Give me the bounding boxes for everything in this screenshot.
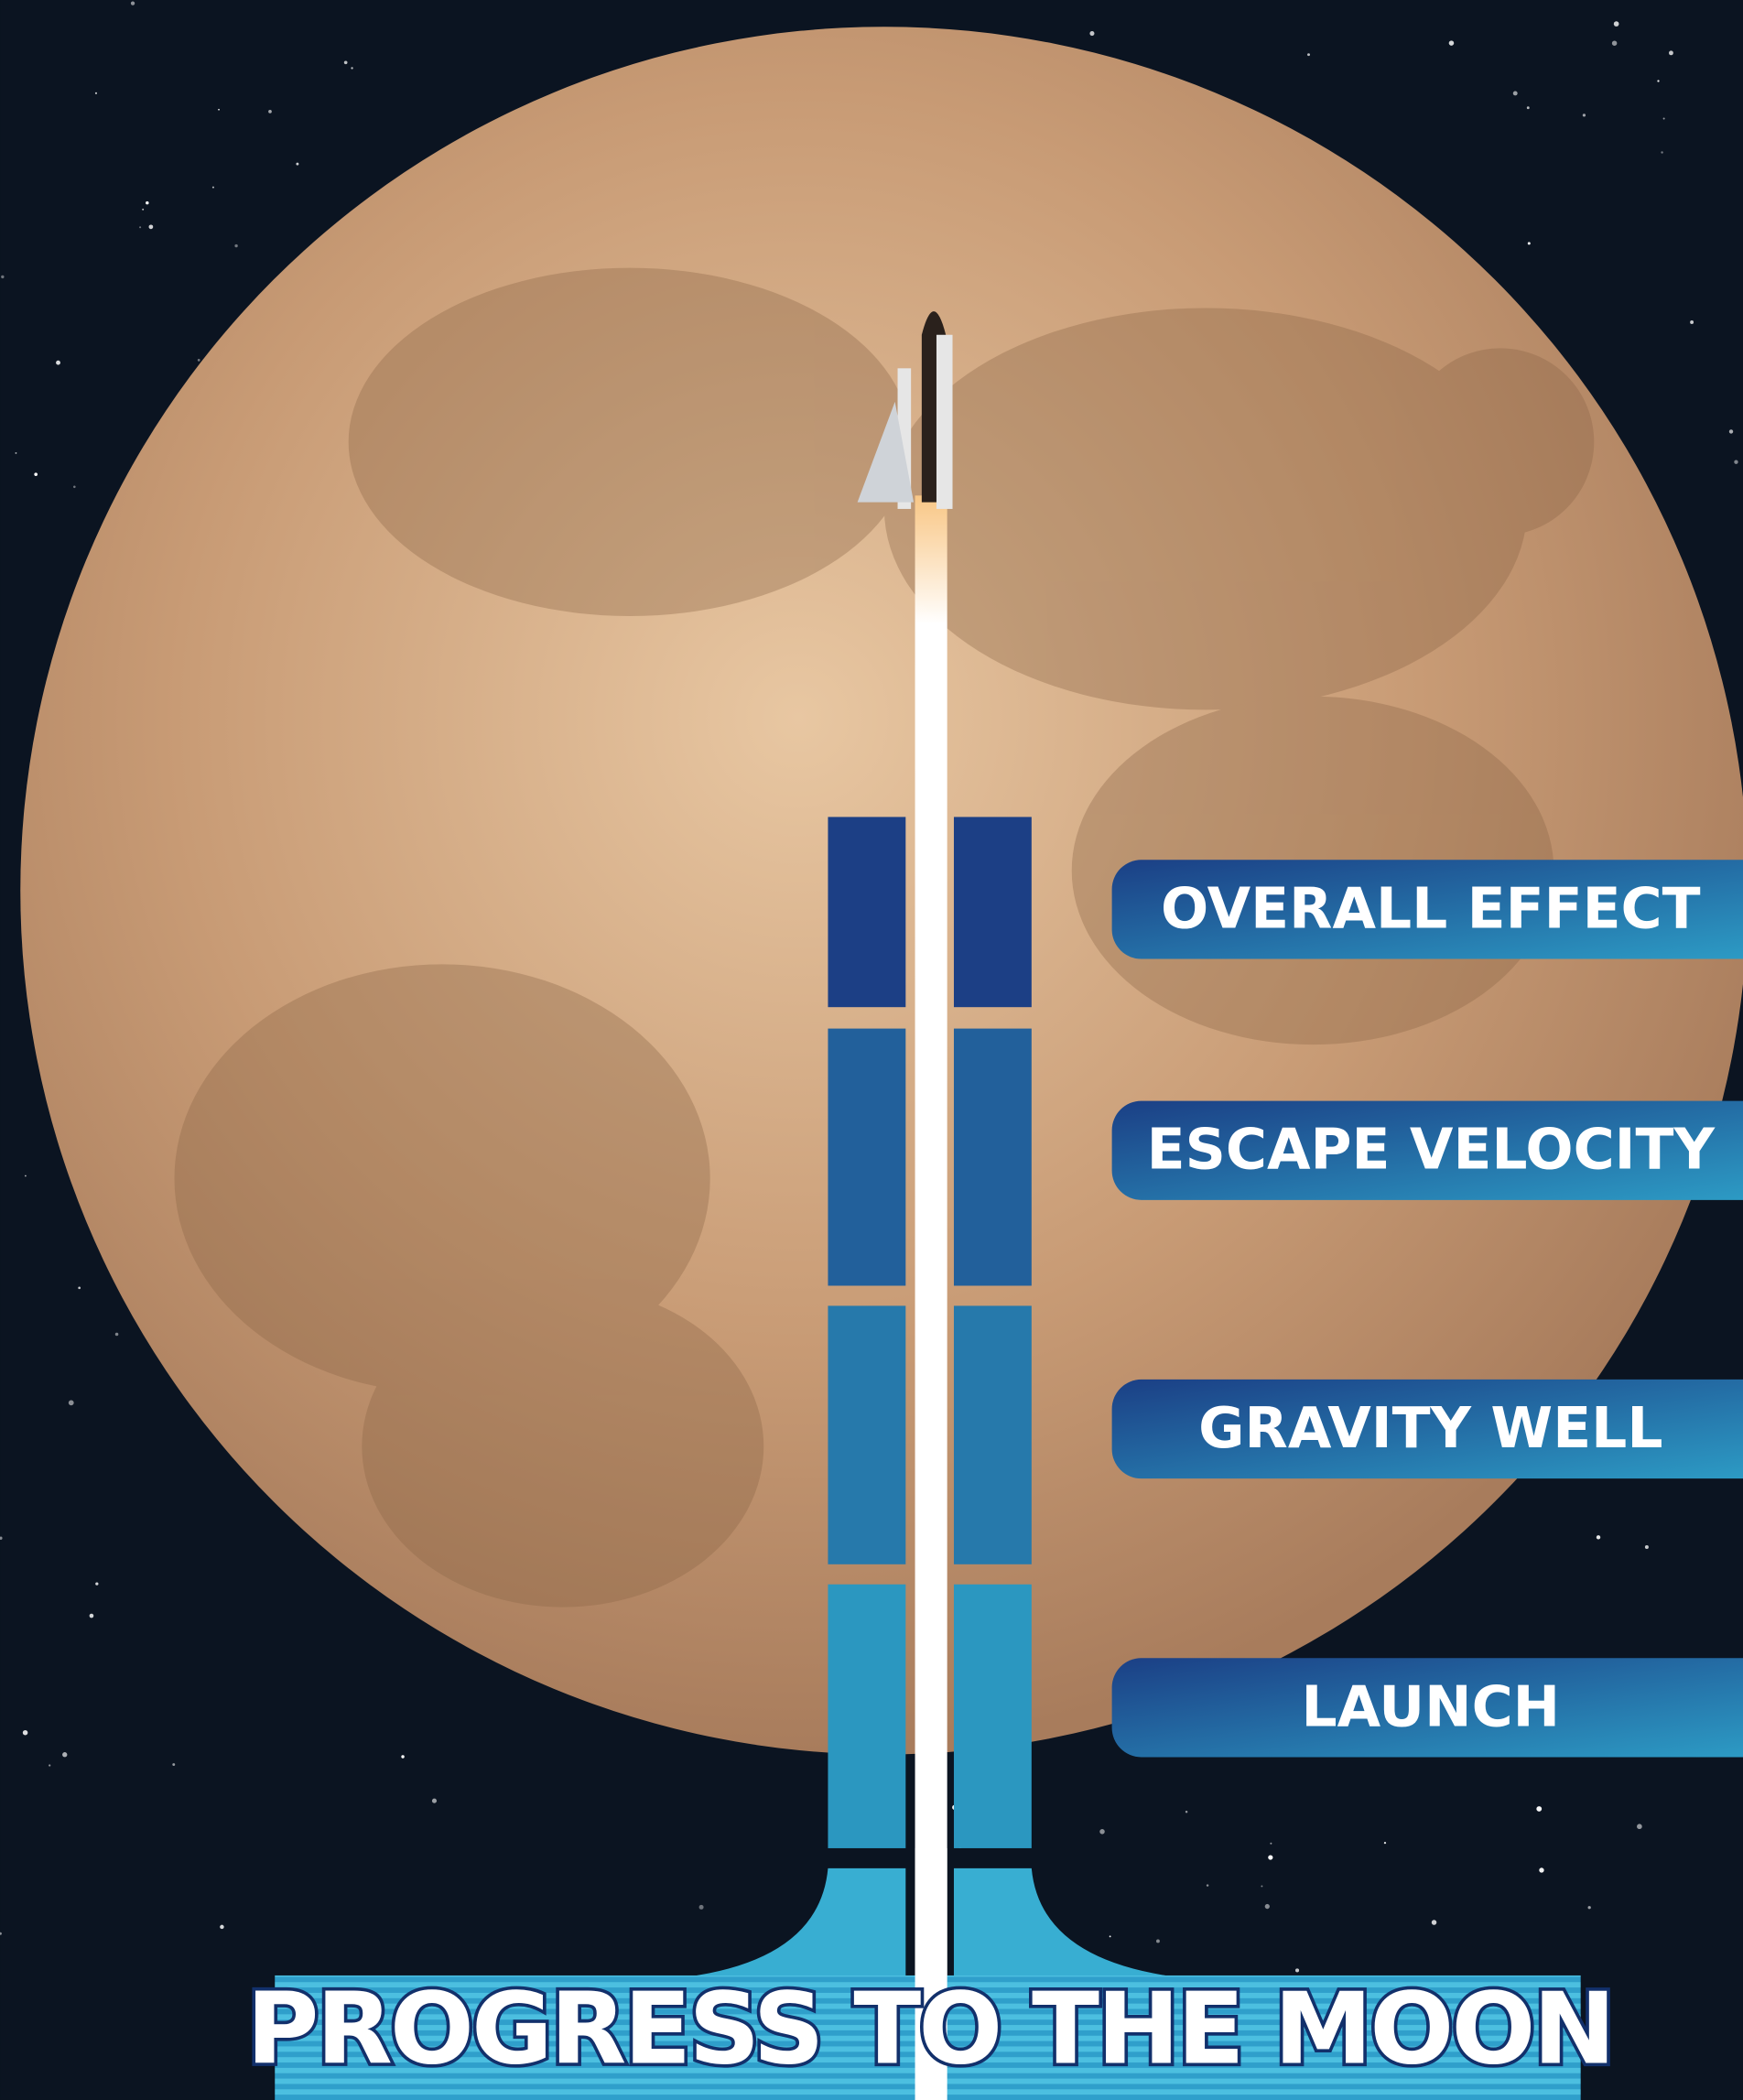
star	[62, 1752, 67, 1757]
stage-label: LAUNCH	[1301, 1674, 1560, 1739]
stage-label: GRAVITY WELL	[1198, 1396, 1662, 1461]
star	[1637, 1824, 1642, 1829]
star	[699, 1905, 704, 1910]
star	[234, 244, 237, 247]
infographic: OVERALL EFFECT ESCAPE VELOCITY GRAVITY WEL…	[0, 0, 1743, 2100]
star	[1657, 80, 1659, 81]
star	[198, 359, 200, 362]
star	[146, 201, 148, 204]
star	[1089, 31, 1094, 36]
star	[1185, 1811, 1187, 1813]
star	[1268, 1855, 1272, 1859]
star	[432, 1799, 437, 1803]
star	[296, 163, 298, 166]
star	[1734, 460, 1738, 464]
star	[1597, 1535, 1600, 1539]
star	[56, 361, 60, 365]
star	[1207, 1884, 1208, 1886]
star	[131, 1, 135, 5]
star	[1265, 1904, 1270, 1909]
block	[954, 1029, 1032, 1286]
star	[1307, 53, 1310, 56]
star	[1729, 429, 1733, 433]
star	[49, 1764, 50, 1766]
star	[1, 276, 4, 278]
star	[1669, 50, 1673, 55]
star	[25, 1175, 27, 1177]
star	[95, 1582, 98, 1585]
star	[1449, 40, 1454, 45]
star	[1690, 320, 1694, 324]
block	[954, 1585, 1032, 1848]
title: PROGRESS TO THE MOON	[246, 1972, 1613, 2087]
star	[212, 187, 214, 189]
star	[1384, 1842, 1386, 1844]
star	[90, 1614, 94, 1618]
star	[1536, 1806, 1542, 1812]
star	[73, 486, 76, 489]
star	[1099, 1829, 1105, 1835]
block	[828, 1305, 905, 1564]
star	[95, 92, 97, 94]
block	[828, 817, 905, 1007]
star	[1261, 1886, 1262, 1888]
star	[23, 1730, 27, 1735]
star	[1612, 40, 1617, 45]
star	[218, 109, 220, 111]
star	[1645, 1545, 1649, 1549]
star	[69, 1400, 74, 1405]
star	[139, 226, 141, 228]
star	[142, 209, 144, 211]
star	[15, 452, 16, 454]
star	[1539, 1867, 1543, 1872]
star	[1110, 1935, 1111, 1937]
star	[1432, 1920, 1436, 1924]
star	[268, 110, 272, 114]
block	[828, 1585, 905, 1848]
star	[149, 224, 154, 229]
star	[1583, 114, 1586, 116]
stage-label: ESCAPE VELOCITY	[1147, 1118, 1716, 1183]
star	[1588, 1906, 1591, 1909]
star	[115, 1333, 119, 1337]
star	[1527, 106, 1530, 109]
star	[401, 1755, 404, 1758]
star	[78, 1287, 81, 1290]
block	[954, 817, 1032, 1007]
block	[828, 1029, 905, 1286]
star	[1663, 118, 1665, 120]
star	[1528, 242, 1531, 244]
star	[172, 1763, 175, 1766]
star	[1270, 1843, 1272, 1845]
block	[954, 1305, 1032, 1564]
star	[1661, 151, 1662, 153]
star	[220, 1925, 224, 1930]
star	[34, 472, 38, 476]
star	[1156, 1940, 1160, 1943]
star	[351, 67, 352, 69]
star	[344, 60, 348, 64]
stage-label: OVERALL EFFECT	[1161, 876, 1701, 941]
star	[1513, 91, 1518, 95]
star	[1614, 21, 1619, 27]
